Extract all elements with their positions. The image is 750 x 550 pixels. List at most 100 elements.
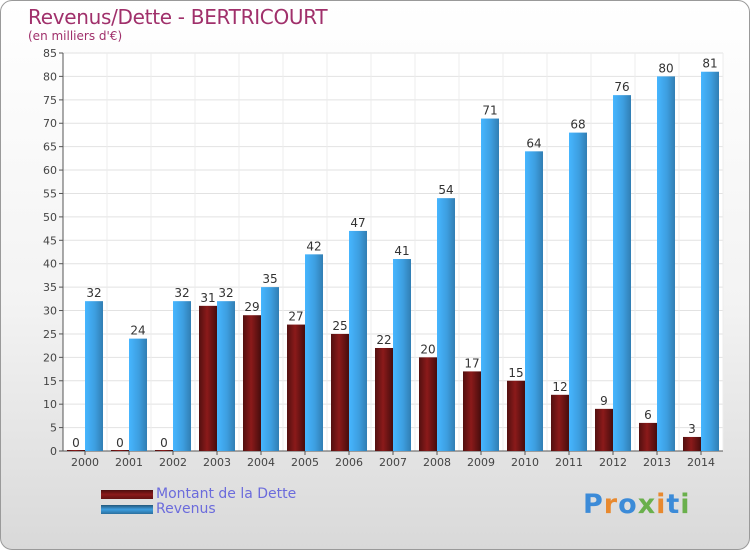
bar-revenue: [525, 151, 543, 451]
y-tick-label: 60: [43, 164, 57, 177]
logo-letter: r: [603, 489, 619, 520]
x-tick-label: 2010: [511, 456, 539, 469]
x-tick-label: 2013: [643, 456, 671, 469]
data-label-debt: 20: [420, 342, 435, 356]
data-label-debt: 3: [688, 422, 696, 436]
bar-debt: [551, 394, 569, 451]
legend-label-revenue: Revenus: [156, 501, 216, 517]
data-label-debt: 25: [332, 319, 347, 333]
bar-debt: [375, 347, 393, 451]
bar-debt: [331, 333, 349, 451]
x-tick-label: 2000: [71, 456, 99, 469]
bar-debt: [419, 357, 437, 451]
x-tick-label: 2011: [555, 456, 583, 469]
bar-debt: [507, 380, 525, 451]
bar-revenue: [173, 301, 191, 451]
data-label-revenue: 64: [526, 136, 541, 150]
data-label-revenue: 47: [350, 216, 365, 230]
bar-revenue: [437, 198, 455, 451]
data-label-revenue: 42: [306, 239, 321, 253]
data-label-revenue: 68: [570, 118, 585, 132]
y-tick-label: 85: [43, 47, 57, 60]
bar-revenue: [613, 95, 631, 451]
bar-revenue: [217, 301, 235, 451]
y-tick-label: 55: [43, 187, 57, 200]
chart-title: Revenus/Dette - BERTRICOURT: [28, 5, 328, 29]
logo-letter: o: [618, 489, 638, 520]
data-label-debt: 12: [552, 380, 567, 394]
data-label-revenue: 24: [130, 324, 145, 338]
y-tick-label: 80: [43, 70, 57, 83]
data-label-revenue: 76: [614, 80, 629, 94]
data-label-debt: 0: [72, 436, 80, 450]
x-tick-label: 2003: [203, 456, 231, 469]
data-label-debt: 29: [244, 300, 259, 314]
x-tick-label: 2001: [115, 456, 143, 469]
data-label-revenue: 32: [218, 286, 233, 300]
x-tick-label: 2005: [291, 456, 319, 469]
data-label-debt: 22: [376, 333, 391, 347]
logo-letter: t: [666, 489, 681, 520]
y-tick-label: 5: [50, 422, 57, 435]
bar-revenue: [393, 259, 411, 451]
bar-debt: [287, 324, 305, 451]
data-label-revenue: 32: [86, 286, 101, 300]
data-label-revenue: 80: [658, 61, 673, 75]
data-label-debt: 15: [508, 366, 523, 380]
x-tick-label: 2006: [335, 456, 363, 469]
chart-subtitle: (en milliers d'€): [28, 29, 123, 43]
data-label-revenue: 32: [174, 286, 189, 300]
logo-letter: P: [583, 489, 604, 520]
bar-debt: [243, 315, 261, 451]
proxiti-logo: Proxiti: [583, 489, 691, 520]
data-label-revenue: 35: [262, 272, 277, 286]
bar-revenue: [569, 132, 587, 451]
bar-debt: [111, 450, 129, 451]
data-label-revenue: 54: [438, 183, 453, 197]
x-tick-label: 2014: [687, 456, 715, 469]
bar-debt: [683, 436, 701, 451]
y-tick-label: 65: [43, 141, 57, 154]
legend-swatch-debt: [101, 490, 153, 499]
x-tick-label: 2008: [423, 456, 451, 469]
data-label-revenue: 41: [394, 244, 409, 258]
y-tick-label: 75: [43, 94, 57, 107]
y-tick-label: 70: [43, 117, 57, 130]
y-tick-label: 20: [43, 351, 57, 364]
legend-swatch-revenue: [101, 505, 153, 514]
bar-revenue: [305, 254, 323, 451]
logo-letter: i: [656, 489, 667, 520]
y-tick-label: 50: [43, 211, 57, 224]
y-tick-label: 10: [43, 398, 57, 411]
y-tick-label: 35: [43, 281, 57, 294]
bar-revenue: [85, 301, 103, 451]
bar-revenue: [701, 71, 719, 452]
data-label-debt: 6: [644, 408, 652, 422]
bar-revenue: [481, 118, 499, 451]
bar-revenue: [261, 287, 279, 451]
logo-letter: i: [680, 489, 691, 520]
data-label-debt: 9: [600, 394, 608, 408]
bar-revenue: [657, 76, 675, 451]
x-tick-label: 2009: [467, 456, 495, 469]
x-tick-label: 2012: [599, 456, 627, 469]
logo-letter: x: [637, 489, 657, 520]
x-tick-label: 2007: [379, 456, 407, 469]
data-label-debt: 27: [288, 310, 303, 324]
y-tick-label: 15: [43, 375, 57, 388]
bar-revenue: [129, 338, 147, 451]
legend-label-debt: Montant de la Dette: [156, 486, 297, 502]
data-label-revenue: 71: [482, 104, 497, 118]
bar-debt: [199, 305, 217, 451]
bar-debt: [67, 450, 85, 451]
y-tick-label: 40: [43, 258, 57, 271]
y-tick-label: 0: [50, 445, 57, 458]
bar-revenue: [349, 230, 367, 451]
data-label-debt: 0: [116, 436, 124, 450]
bar-debt: [639, 422, 657, 451]
data-label-revenue: 81: [702, 57, 717, 71]
data-label-debt: 0: [160, 436, 168, 450]
data-label-debt: 17: [464, 356, 479, 370]
